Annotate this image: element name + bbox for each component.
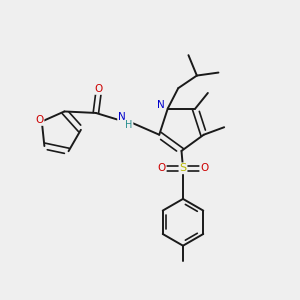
Text: O: O: [35, 115, 44, 125]
Text: O: O: [95, 84, 103, 94]
Text: O: O: [157, 163, 166, 173]
Text: H: H: [125, 120, 133, 130]
Text: N: N: [118, 112, 126, 122]
Text: N: N: [157, 100, 165, 110]
Text: S: S: [179, 163, 187, 173]
Text: O: O: [200, 163, 209, 173]
